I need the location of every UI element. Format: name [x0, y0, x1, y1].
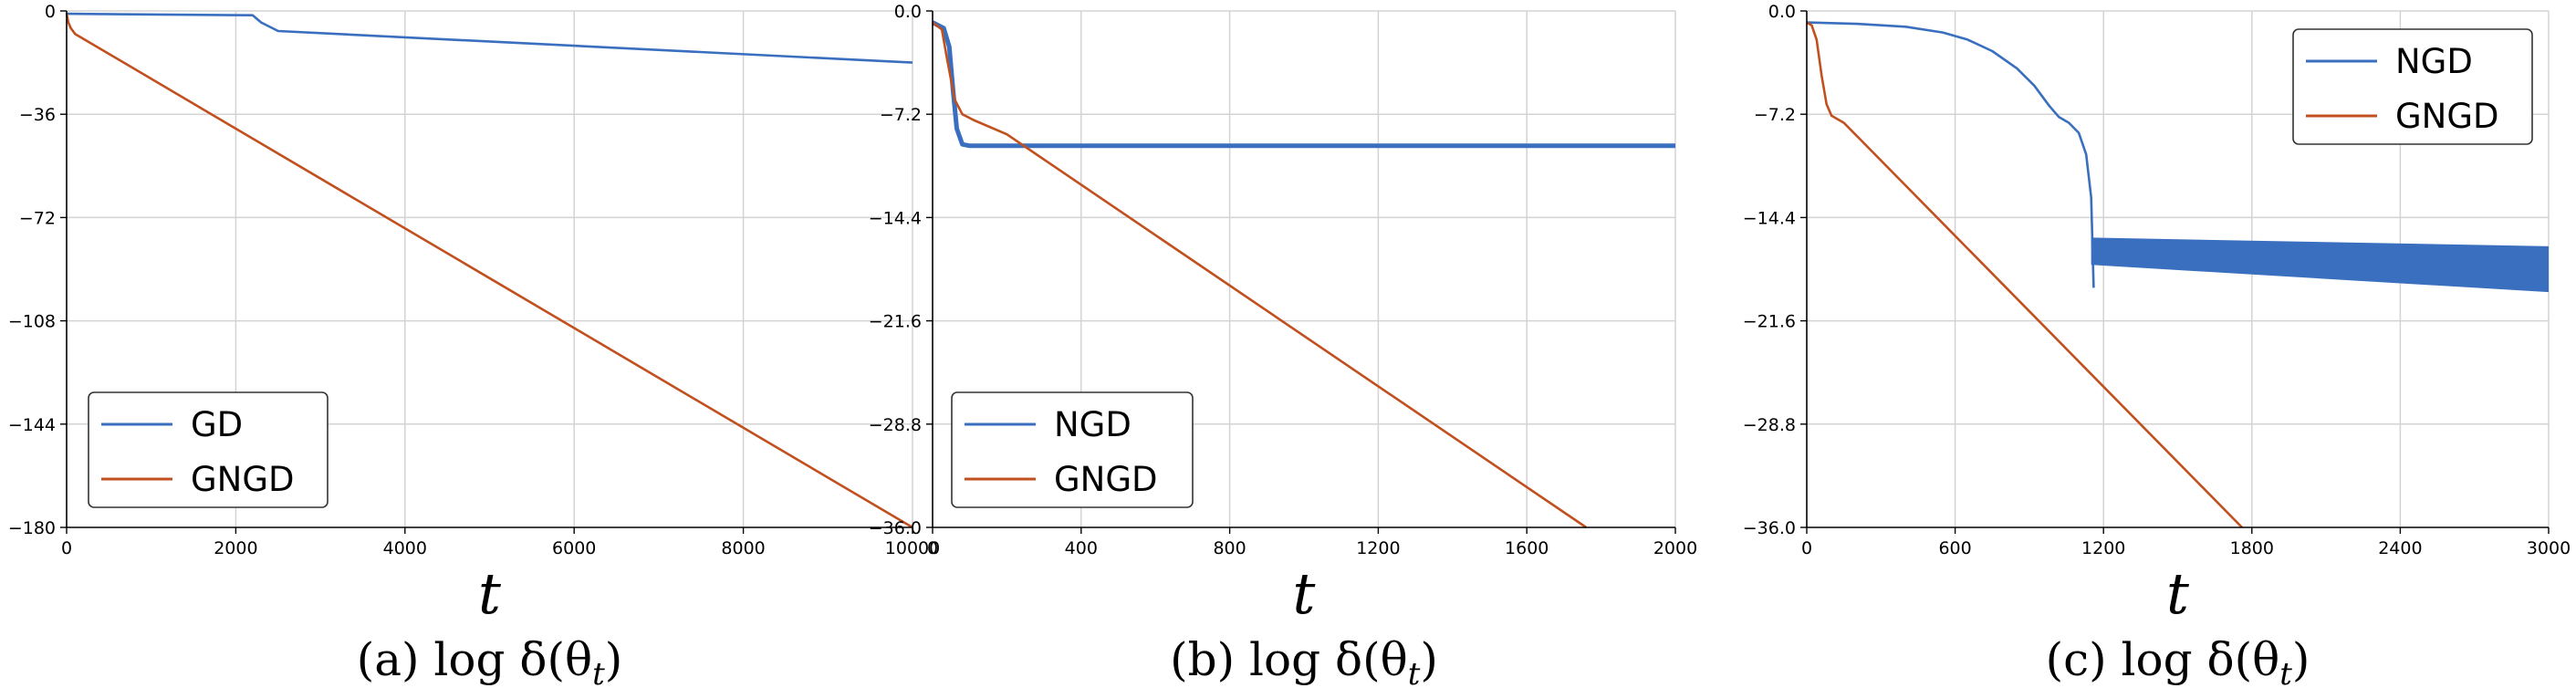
y-tick-label: −21.6: [1743, 312, 1796, 332]
legend-label-gngd: GNGD: [1054, 460, 1158, 499]
ngd-oscillation-band: [2091, 237, 2549, 293]
y-tick-label: −36.0: [869, 518, 922, 538]
x-tick-label: 10000: [885, 538, 940, 558]
legend-label-gngd: GNGD: [2395, 97, 2499, 136]
y-tick-label: −72: [19, 208, 56, 228]
x-tick-label: 8000: [721, 538, 765, 558]
x-tick-label: 2400: [2378, 538, 2422, 558]
x-tick-label: 0: [61, 538, 72, 558]
panel-caption: (a) log δ(θt): [357, 633, 623, 688]
legend-label-gngd: GNGD: [191, 460, 295, 499]
y-tick-label: −36: [19, 105, 56, 125]
x-tick-label: 3000: [2527, 538, 2571, 558]
legend: NGD GNGD: [2292, 28, 2533, 145]
x-tick-label: 4000: [383, 538, 427, 558]
y-tick-label: 0.0: [1768, 2, 1796, 22]
series-line-ngd: [1806, 21, 2095, 288]
panel-caption: (b) log δ(θt): [1170, 633, 1438, 688]
x-tick-label: 6000: [552, 538, 596, 558]
series-line-gd: [66, 12, 913, 64]
legend-label-ngd: NGD: [2395, 42, 2473, 81]
legend: GD GNGD: [88, 391, 329, 508]
x-axis-label: t: [478, 560, 501, 627]
y-tick-label: −21.6: [869, 312, 922, 332]
panel-c: 0 600 1200 1800 2400 3000 0.0 −7.2 −14.4 −21.6 −28…: [1743, 2, 2571, 688]
x-tick-label: 0: [1801, 538, 1812, 558]
series-line-gngd: [932, 21, 1588, 529]
y-tick-label: −14.4: [1743, 208, 1796, 228]
y-tick-label: −7.2: [880, 105, 922, 125]
x-tick-label: 1200: [2081, 538, 2125, 558]
y-tick-label: −14.4: [869, 208, 922, 228]
x-tick-label: 2000: [214, 538, 257, 558]
x-tick-label: 2000: [1653, 538, 1697, 558]
y-tick-label: −180: [8, 518, 56, 538]
legend: NGD GNGD: [951, 391, 1194, 508]
x-axis-label: t: [2166, 560, 2189, 627]
x-tick-label: 1800: [2230, 538, 2274, 558]
series-line-gngd: [1806, 21, 2243, 528]
legend-label-gd: GD: [191, 405, 243, 444]
x-tick-label: 600: [1938, 538, 1971, 558]
panel-caption: (c) log δ(θt): [2046, 633, 2310, 688]
panel-a: 0 2000 4000 6000 8000 100000−36−72−108−144−18…: [8, 2, 940, 688]
x-axis-label: t: [1293, 560, 1316, 627]
y-tick-label: −36.0: [1743, 518, 1796, 538]
y-tick-label: −28.8: [1743, 415, 1796, 435]
y-tick-label: −144: [8, 415, 56, 435]
y-tick-label: −28.8: [869, 415, 922, 435]
x-tick-label: 0: [927, 538, 938, 558]
y-tick-label: 0.0: [894, 2, 922, 22]
series-line-ngd: [931, 20, 1675, 149]
x-tick-label: 1200: [1356, 538, 1400, 558]
x-tick-label: 800: [1213, 538, 1246, 558]
y-tick-label: −7.2: [1754, 105, 1796, 125]
legend-label-ngd: NGD: [1054, 405, 1132, 444]
x-tick-label: 1600: [1505, 538, 1549, 558]
y-tick-label: 0: [45, 2, 56, 22]
series-line-gngd: [65, 13, 913, 529]
panel-b: 0 400 800 1200 1600 2000 0.0 −7.2 −14.4 −21.6 −28.…: [869, 2, 1697, 688]
y-tick-label: −108: [8, 312, 56, 332]
x-tick-label: 400: [1065, 538, 1098, 558]
